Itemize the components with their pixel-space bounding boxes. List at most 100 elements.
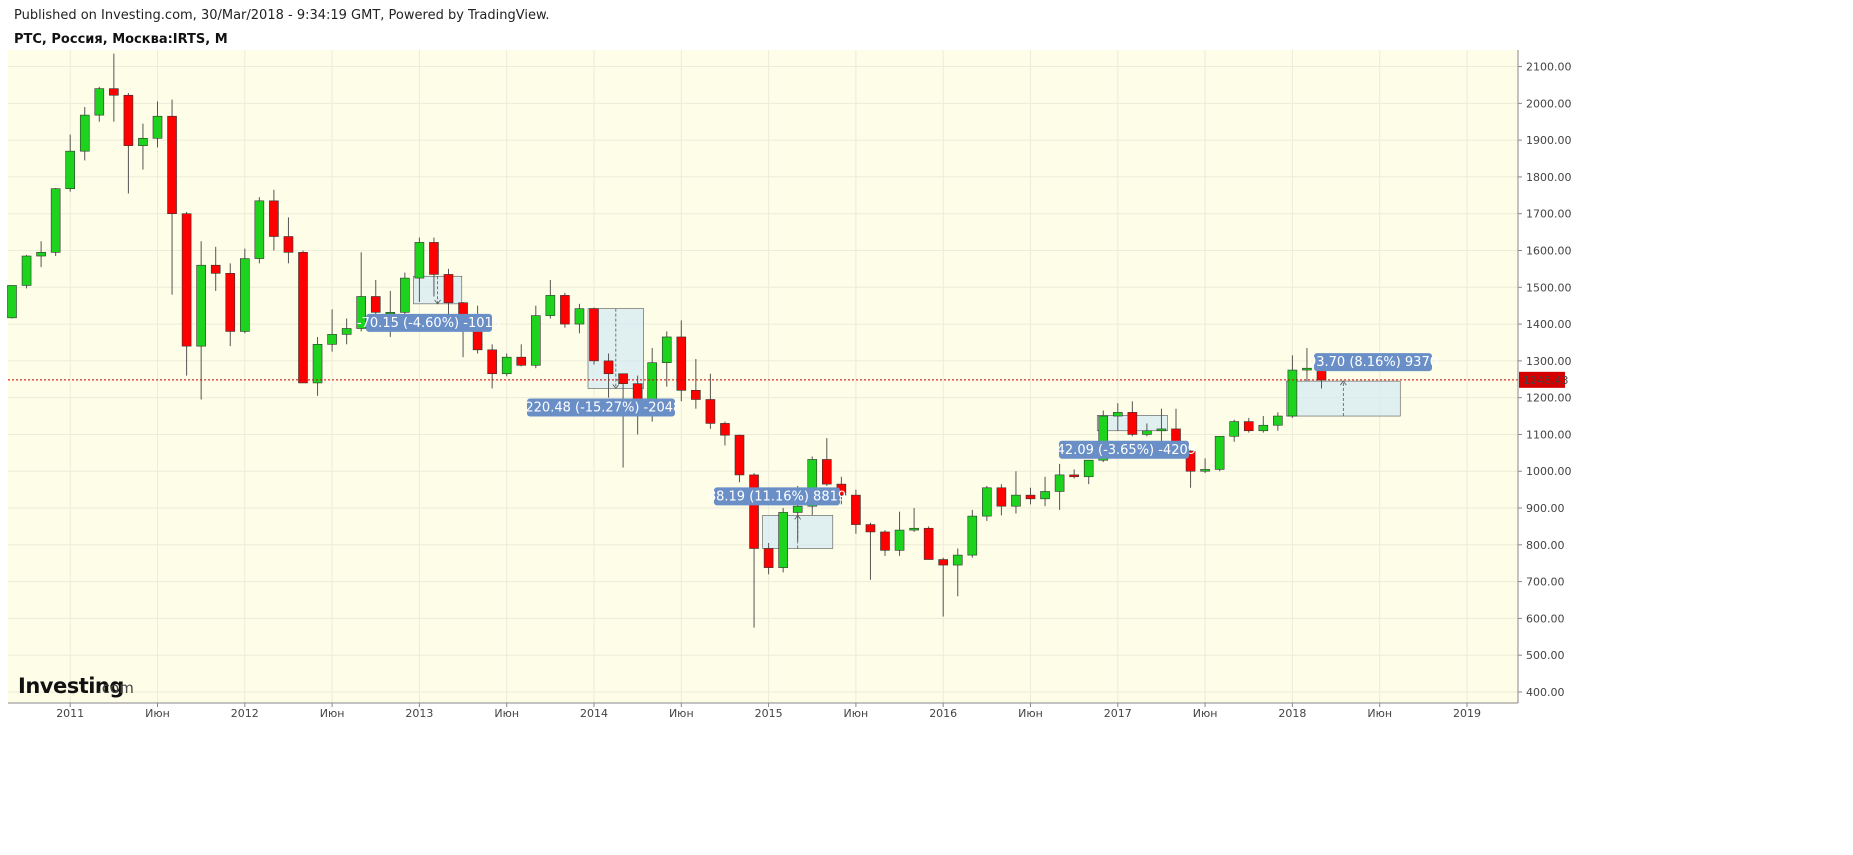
candle[interactable] [952,548,963,597]
candle[interactable] [661,331,672,387]
candle[interactable] [1142,423,1152,437]
candle[interactable] [138,123,148,170]
candle[interactable] [167,99,177,295]
candle-body-up [36,252,46,257]
candle-body-down [487,349,497,375]
candle[interactable] [370,279,381,321]
candle[interactable] [1243,417,1254,433]
candle[interactable] [225,263,236,347]
candle[interactable] [603,353,614,398]
candle[interactable] [50,187,61,257]
candle[interactable] [254,197,265,264]
measure-label[interactable]: -70.15 (-4.60%) -1015 [357,313,501,332]
candle[interactable] [778,508,788,573]
candle[interactable] [982,485,992,521]
candle[interactable] [1040,476,1050,507]
candle[interactable] [312,336,323,396]
symbol-title[interactable]: PTC, Россия, Москва:IRTS, M [14,32,228,47]
candle[interactable] [1185,449,1196,488]
candle[interactable] [196,241,206,400]
candle[interactable] [545,279,556,319]
measure-label[interactable]: 88.19 (11.16%) 8819 [708,487,846,506]
candle[interactable] [240,248,250,334]
measure-label-text: -70.15 (-4.60%) -1015 [357,316,501,331]
candle[interactable] [996,484,1007,516]
candle[interactable] [894,511,905,556]
measure-label[interactable]: -220.48 (-15.27%) -2048 [521,398,682,417]
candle[interactable] [1287,355,1298,418]
x-axis[interactable]: 2011 Июн 2012 Июн 2013 Июн 2014 Июн 2015 Июн 2016 И… [8,702,1518,720]
candle[interactable] [181,211,192,376]
candle[interactable] [763,542,774,575]
candle[interactable] [909,508,919,532]
candle[interactable] [560,292,570,328]
candle[interactable] [1054,463,1065,510]
candle[interactable] [720,421,730,446]
candle[interactable] [298,250,308,384]
candle[interactable] [967,509,978,558]
candle[interactable] [109,53,119,122]
candle[interactable] [269,189,279,251]
candle[interactable] [443,268,454,317]
y-tick-label: 700.00 [1526,576,1565,589]
candle[interactable] [1083,459,1094,485]
candle[interactable] [530,305,541,369]
measure-range [413,275,463,305]
candle[interactable] [574,303,585,334]
candle[interactable] [210,246,221,291]
candle[interactable] [1200,458,1210,474]
candle-body-down [691,389,701,400]
candle[interactable] [589,307,599,365]
candle[interactable] [1113,403,1123,431]
candle[interactable] [705,373,716,429]
candle[interactable] [880,530,890,556]
candle[interactable] [487,344,497,389]
candle[interactable] [123,93,134,194]
measure-tool[interactable] [1286,380,1401,417]
measure-label[interactable]: -42.09 (-3.65%) -4209 [1052,440,1196,459]
candle[interactable] [807,456,818,516]
candle[interactable] [938,557,949,617]
candle[interactable] [283,217,294,264]
candle[interactable] [821,438,832,486]
candle[interactable] [1025,487,1036,505]
candle[interactable] [851,489,861,534]
candle[interactable] [152,101,163,148]
measure-label-bg [366,313,492,332]
candle[interactable] [1273,412,1283,431]
candle[interactable] [1229,419,1239,442]
y-axis[interactable]: 400.00 500.00 600.00 700.00 800.00 900.00 1000… [1517,50,1572,703]
candle[interactable] [1156,408,1167,442]
candle[interactable] [414,237,425,303]
plot-area[interactable] [8,50,1518,703]
candle[interactable] [516,344,527,367]
candle[interactable] [7,285,17,319]
candle[interactable] [1069,469,1079,479]
candle[interactable] [1214,435,1225,472]
candle[interactable] [65,134,75,192]
candle[interactable] [1258,416,1269,433]
candle[interactable] [400,272,410,317]
candle[interactable] [618,373,628,468]
candle[interactable] [1127,401,1138,437]
candle[interactable] [734,434,745,483]
candle[interactable] [356,252,367,332]
candle[interactable] [341,318,352,345]
candle[interactable] [327,309,337,352]
candle[interactable] [1011,471,1021,514]
candle[interactable] [676,320,687,402]
candle[interactable] [501,353,512,377]
candle[interactable] [923,526,934,560]
candle[interactable] [36,241,46,268]
measure-label[interactable]: 93.70 (8.16%) 9370 [1308,353,1438,372]
candle[interactable] [79,107,90,161]
candle[interactable] [429,237,439,297]
candle[interactable] [94,86,105,122]
candle[interactable] [691,359,701,409]
candle[interactable] [1302,347,1312,382]
measure-tool[interactable] [413,275,463,305]
x-tick-label: 2012 [231,707,259,720]
candle[interactable] [865,522,876,580]
candle[interactable] [21,254,32,289]
